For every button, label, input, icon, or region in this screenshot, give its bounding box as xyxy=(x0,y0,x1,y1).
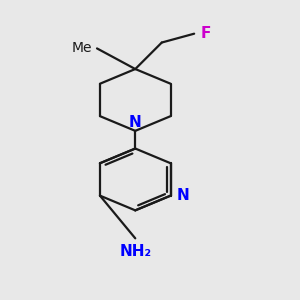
Text: N: N xyxy=(129,115,142,130)
Text: F: F xyxy=(201,26,211,41)
Text: Me: Me xyxy=(71,41,92,56)
Text: NH₂: NH₂ xyxy=(119,244,151,259)
Text: N: N xyxy=(177,188,190,203)
